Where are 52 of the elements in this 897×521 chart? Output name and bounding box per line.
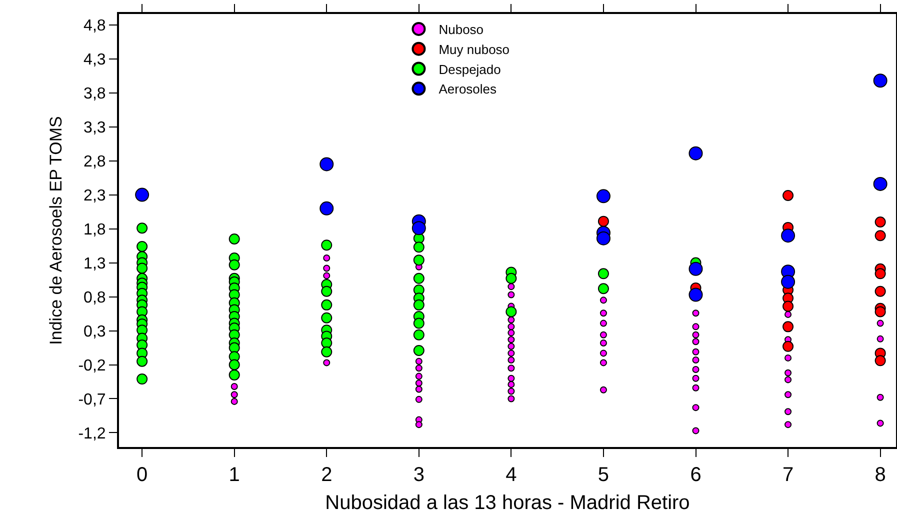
point [412,221,426,236]
point [874,286,886,297]
y-tick-label: 2,8 [84,153,106,170]
y-tick-label: 4,3 [84,51,106,68]
legend-label: Aerosoles [438,82,498,97]
point [135,188,150,202]
x-tick-label: 7 [782,464,794,486]
point [874,306,886,318]
y-tick-label: 1,8 [84,221,106,238]
point [688,288,703,302]
y-tick-label: -0,7 [78,391,106,408]
y-axis-title: Indice de Aerosoels EP TOMS [46,116,66,345]
point [781,274,796,289]
x-tick-label: 6 [690,464,702,486]
x-tick-label: 4 [506,464,517,486]
y-tick-label: 3,3 [84,119,106,136]
point [873,74,888,88]
point [782,321,794,332]
point [874,355,886,366]
point [782,340,794,352]
point [874,216,886,228]
point [874,230,886,242]
y-tick-label: 0,3 [84,323,106,340]
x-axis-title: Nubosidad a las 13 horas - Madrid Retiro [325,492,690,514]
legend-label: Nuboso [438,22,484,38]
point [596,189,610,204]
point [688,262,703,276]
y-tick-label: 0,8 [84,289,106,306]
x-tick-label: 0 [136,464,148,486]
y-tick-label: -1,2 [78,425,106,442]
point [688,146,703,160]
legend-label: Despejado [438,62,501,77]
y-tick-label: -0,2 [78,357,106,374]
y-tick-label: 3,8 [84,85,106,102]
x-tick-label: 5 [598,464,610,486]
point [320,201,334,216]
point [781,228,796,243]
x-tick-label: 8 [874,464,886,486]
x-tick-label: 2 [321,464,332,486]
point [596,231,610,246]
point [782,300,794,312]
point [598,216,609,227]
legend-label: Muy nuboso [438,42,510,57]
y-tick-label: 1,3 [84,255,106,272]
x-tick-label: 3 [413,464,424,486]
x-tick-label: 1 [228,464,240,486]
point [874,268,886,280]
y-tick-label: 2,3 [84,187,106,204]
y-tick-label: 4,8 [84,17,106,34]
point [782,190,794,201]
point [320,157,334,172]
point [873,176,888,191]
